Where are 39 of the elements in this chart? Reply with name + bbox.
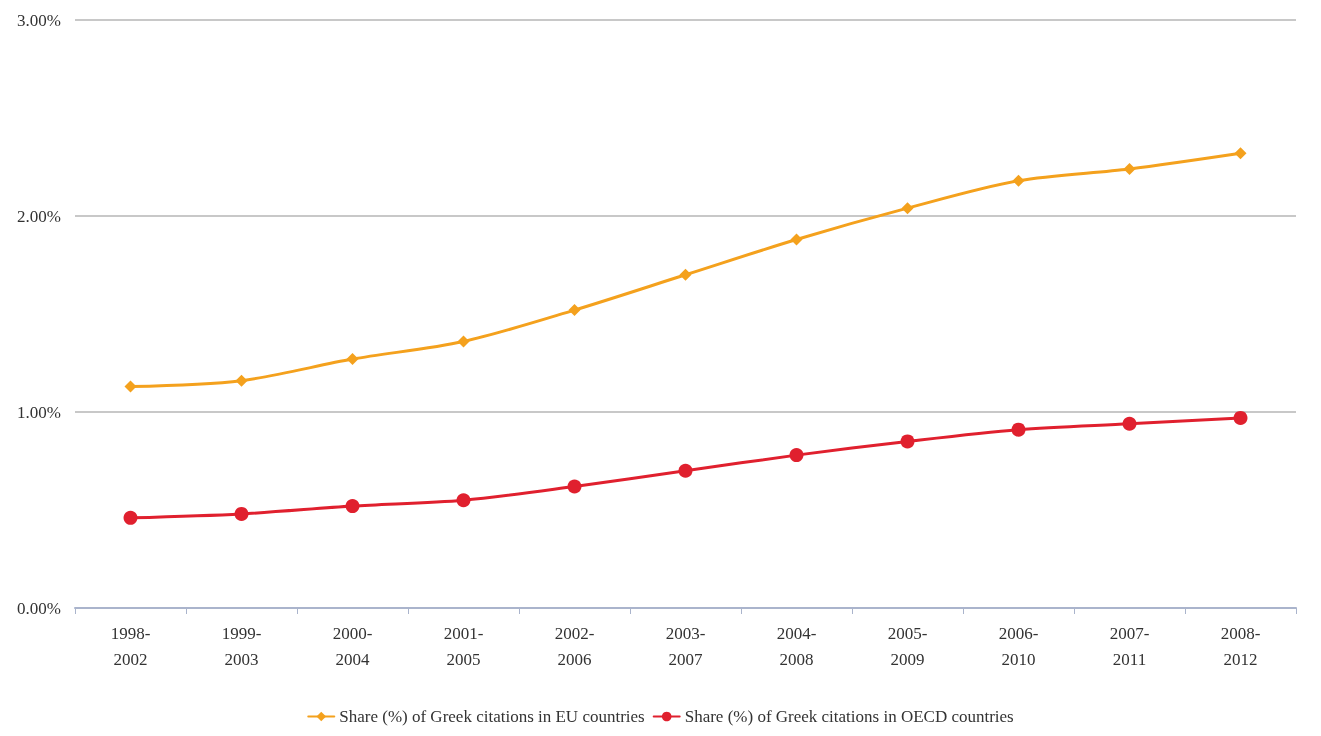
point bbox=[1122, 416, 1137, 431]
point bbox=[900, 434, 915, 449]
point bbox=[124, 380, 137, 393]
point bbox=[790, 233, 803, 246]
y-tick-label: 2.00% bbox=[17, 206, 61, 226]
point bbox=[456, 493, 471, 508]
x-tick-label: 2000-2004 bbox=[332, 623, 373, 669]
x-tick-label: 2001-2005 bbox=[443, 623, 484, 669]
legend-label: Share (%) of Greek citations in EU countries bbox=[339, 707, 645, 726]
x-tick-label: 2005-2009 bbox=[887, 623, 928, 669]
point bbox=[567, 479, 582, 494]
x-tick-label: 1998-2002 bbox=[110, 623, 151, 669]
point bbox=[678, 463, 693, 478]
point bbox=[789, 448, 804, 463]
point bbox=[235, 374, 248, 387]
point bbox=[1233, 410, 1248, 425]
y-tick-label: 0.00% bbox=[17, 598, 61, 618]
point bbox=[345, 499, 360, 514]
y-tick-label: 1.00% bbox=[17, 402, 61, 422]
x-tick-label: 2007-2011 bbox=[1109, 623, 1150, 669]
y-tick-label: 3.00% bbox=[17, 10, 61, 30]
legend-label: Share (%) of Greek citations in OECD countries bbox=[684, 707, 1014, 726]
point bbox=[1011, 422, 1026, 437]
point bbox=[457, 335, 470, 348]
x-tick-label: 1999-2003 bbox=[221, 623, 262, 669]
point bbox=[568, 304, 581, 317]
x-tick-label: 2002-2006 bbox=[554, 623, 595, 669]
point bbox=[679, 268, 692, 281]
x-tick-label: 2003-2007 bbox=[665, 623, 706, 669]
point bbox=[1012, 174, 1025, 187]
point bbox=[123, 510, 138, 525]
point bbox=[1123, 162, 1136, 175]
point bbox=[234, 506, 249, 521]
x-tick-label: 2004-2008 bbox=[776, 623, 817, 669]
x-tick-label: 2006-2010 bbox=[998, 623, 1039, 669]
point bbox=[346, 353, 359, 366]
point bbox=[901, 202, 914, 215]
x-tick-label: 2008-2012 bbox=[1220, 623, 1261, 669]
point bbox=[1234, 147, 1247, 160]
